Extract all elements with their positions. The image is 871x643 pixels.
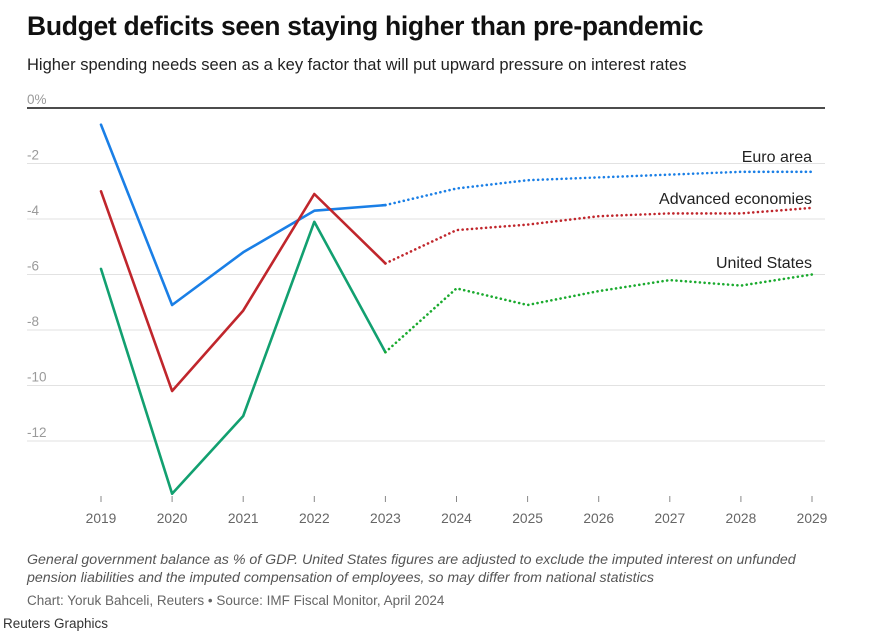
chart-footnote: General government balance as % of GDP. …	[27, 552, 796, 586]
gridlines	[27, 107, 825, 442]
united-states-line-actual	[99, 220, 387, 496]
y-tick-label: -8	[27, 314, 39, 329]
x-tick-label: 2029	[797, 511, 828, 526]
chart-subtitle: Higher spending needs seen as a key fact…	[27, 56, 687, 74]
united-states-label: United States	[716, 255, 812, 272]
brand-label: Reuters Graphics	[3, 616, 109, 631]
chart-title: Budget deficits seen staying higher than…	[27, 11, 704, 41]
y-tick-label: -10	[27, 370, 47, 385]
united-states-line-projection	[384, 273, 814, 354]
x-tick-label: 2024	[441, 511, 472, 526]
y-tick-label: -12	[27, 425, 47, 440]
chart-credit: Chart: Yoruk Bahceli, Reuters • Source: …	[27, 593, 445, 608]
advanced-economies-line-actual	[99, 190, 387, 393]
series-labels: Euro area Advanced economies United States	[659, 149, 812, 272]
line-chart: 0% -2 -4 -6 -8 -10 -12 2019 2020 2021 2022 2023 202…	[27, 92, 828, 526]
y-tick-label: -4	[27, 203, 39, 218]
y-tick-label: 0%	[27, 92, 47, 107]
advanced-economies-line-projection	[384, 206, 814, 265]
x-tick-label: 2026	[583, 511, 614, 526]
x-axis: 2019 2020 2021 2022 2023 2024 2025 2026 2027 2028…	[86, 496, 828, 526]
euro-area-line-actual	[99, 123, 387, 307]
y-axis: 0% -2 -4 -6 -8 -10 -12	[27, 92, 47, 440]
x-tick-label: 2022	[299, 511, 330, 526]
y-tick-label: -2	[27, 148, 39, 163]
euro-area-line-projection	[384, 170, 814, 207]
x-tick-label: 2028	[726, 511, 757, 526]
y-tick-label: -6	[27, 259, 39, 274]
x-tick-label: 2025	[512, 511, 543, 526]
euro-area-label: Euro area	[742, 149, 812, 166]
x-tick-label: 2020	[157, 511, 188, 526]
series-lines	[99, 123, 814, 496]
advanced-economies-label: Advanced economies	[659, 191, 812, 208]
x-tick-label: 2023	[370, 511, 401, 526]
x-tick-label: 2019	[86, 511, 117, 526]
x-tick-label: 2021	[228, 511, 259, 526]
x-tick-label: 2027	[654, 511, 685, 526]
